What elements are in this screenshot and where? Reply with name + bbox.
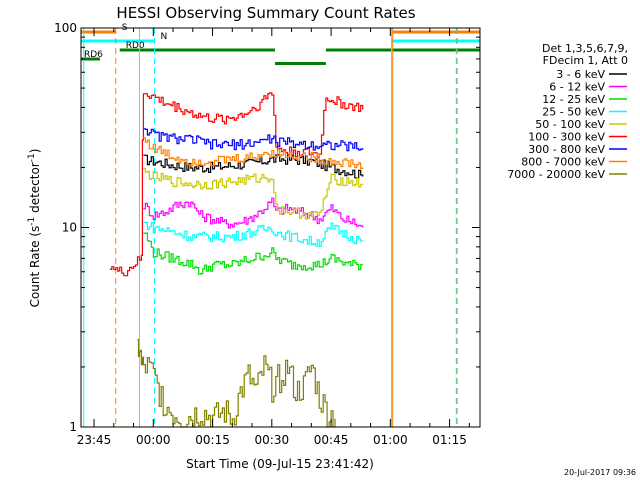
series-line	[143, 197, 364, 229]
y-axis-label-sup: -1	[27, 217, 37, 226]
y-axis-label-part: Count Rate (s	[28, 226, 42, 308]
series-line	[143, 128, 364, 152]
x-tick-label: 01:00	[373, 433, 408, 447]
x-tick-label: 23:45	[77, 433, 112, 447]
y-tick-label: 10	[62, 221, 77, 235]
legend-entry-label: 50 - 100 keV	[535, 118, 605, 131]
x-axis-label: Start Time (09-Jul-15 23:41:42)	[186, 457, 374, 471]
series-line	[109, 92, 364, 277]
legend-entry-label: 100 - 300 keV	[528, 131, 605, 144]
legend-entry-label: 25 - 50 keV	[542, 106, 605, 119]
legend-header-line: Det 1,3,5,6,7,9,	[542, 42, 628, 55]
series-line	[137, 339, 336, 428]
y-axis-label-part: detector	[28, 162, 42, 217]
y-axis-label-sup: -1	[27, 153, 37, 162]
series-line	[143, 221, 364, 247]
series-line	[143, 137, 364, 169]
series-line	[143, 167, 364, 220]
y-tick-label: 1	[69, 420, 77, 434]
y-axis-label-part: )	[28, 149, 42, 154]
plot-timestamp: 20-Jul-2017 09:36	[564, 468, 636, 477]
legend-entry-label: 7000 - 20000 keV	[507, 168, 605, 181]
series-line	[143, 232, 364, 275]
y-axis-ticks: 1 10 100	[54, 21, 480, 434]
legend-entry-label: 3 - 6 keV	[556, 68, 605, 81]
y-axis-label: Count Rate (s-1 detector-1)	[27, 149, 42, 308]
flag-label: RD0	[126, 41, 145, 51]
legend-entry-label: 6 - 12 keV	[549, 81, 605, 94]
x-tick-label: 00:15	[195, 433, 230, 447]
interval-markers	[83, 28, 458, 427]
flag-label: N	[160, 32, 167, 42]
series-line	[143, 154, 364, 179]
legend-header-line: FDecim 1, Att 0	[543, 54, 628, 67]
y-tick-label: 100	[54, 21, 77, 35]
x-tick-label: 01:15	[432, 433, 467, 447]
flag-label: RD6	[84, 50, 103, 60]
legend-entry-label: 300 - 800 keV	[528, 143, 605, 156]
x-axis-ticks: 23:45 00:00 00:15 00:30 00:45 01:00 01:15	[77, 28, 470, 447]
x-tick-label: 00:45	[314, 433, 349, 447]
legend-entry-label: 800 - 7000 keV	[521, 156, 605, 169]
data-series	[109, 92, 364, 428]
x-tick-label: 00:30	[255, 433, 290, 447]
legend-entry-label: 12 - 25 keV	[542, 93, 605, 106]
x-tick-label: 00:00	[136, 433, 171, 447]
legend: Det 1,3,5,6,7,9, FDecim 1, Att 0 3 - 6 k…	[507, 42, 628, 181]
chart-title: HESSI Observing Summary Count Rates	[116, 4, 415, 22]
